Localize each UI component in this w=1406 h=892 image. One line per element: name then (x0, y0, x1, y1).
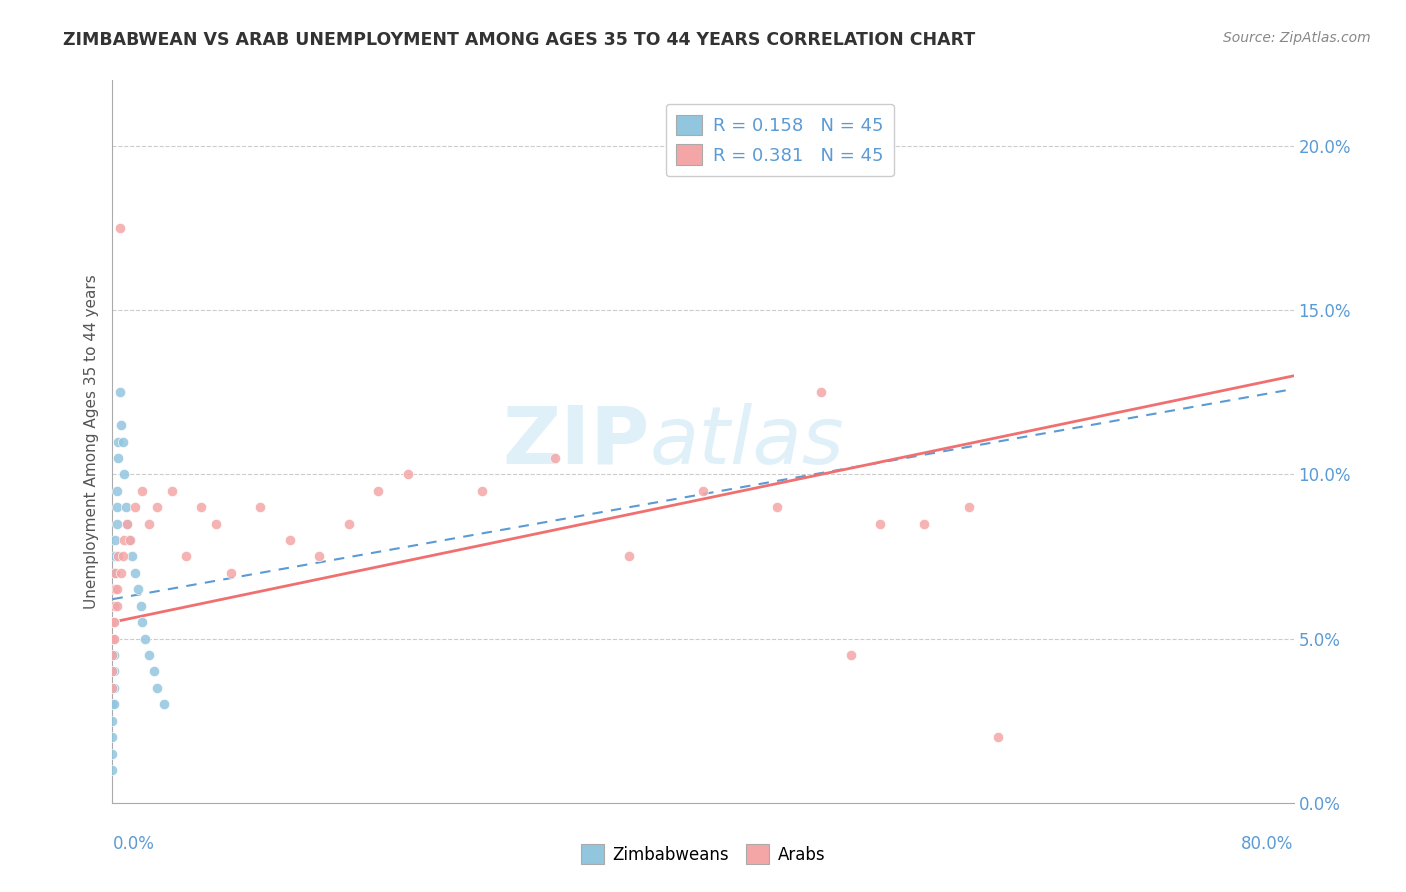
Point (104, 566, 127, 580)
Point (101, 648, 124, 662)
Point (103, 632, 125, 646)
Point (104, 533, 127, 547)
Point (111, 434, 134, 449)
Point (396, 467, 419, 482)
Point (367, 483, 389, 498)
Point (103, 681, 125, 695)
Point (103, 599, 125, 613)
Point (101, 698, 124, 712)
Point (121, 549, 143, 564)
Text: Source: ZipAtlas.com: Source: ZipAtlas.com (1223, 31, 1371, 45)
Point (110, 566, 132, 580)
Point (105, 599, 128, 613)
Point (101, 665, 124, 679)
Point (101, 763, 124, 777)
Point (153, 698, 176, 712)
Point (869, 516, 891, 531)
Point (104, 599, 127, 613)
Point (104, 582, 127, 597)
Point (146, 681, 169, 695)
Point (101, 681, 124, 695)
Point (101, 632, 124, 646)
Point (138, 516, 160, 531)
Point (278, 533, 301, 547)
Point (914, 516, 936, 531)
Point (108, 385, 131, 400)
Point (308, 549, 330, 564)
Legend: R = 0.158   N = 45, R = 0.381   N = 45: R = 0.158 N = 45, R = 0.381 N = 45 (665, 103, 894, 176)
Point (134, 632, 156, 646)
Point (105, 516, 128, 531)
Point (470, 483, 494, 498)
Point (101, 615, 124, 630)
Point (249, 500, 271, 515)
Point (124, 566, 146, 580)
Point (544, 450, 567, 465)
Point (174, 549, 197, 564)
Point (219, 566, 242, 580)
Point (117, 516, 138, 531)
Point (112, 467, 135, 482)
Point (107, 450, 129, 465)
Point (117, 516, 138, 531)
Point (105, 483, 128, 498)
Point (957, 500, 980, 515)
Point (104, 549, 127, 564)
Point (103, 599, 125, 613)
Point (127, 582, 149, 597)
Point (101, 648, 124, 662)
Point (110, 418, 132, 433)
Point (839, 648, 862, 662)
Point (987, 730, 1010, 744)
Point (101, 714, 124, 728)
Point (129, 599, 152, 613)
Text: atlas: atlas (650, 402, 845, 481)
Text: 80.0%: 80.0% (1241, 835, 1294, 854)
Point (118, 533, 141, 547)
Point (138, 648, 160, 662)
Point (103, 698, 125, 712)
Point (766, 500, 789, 515)
Point (108, 221, 131, 235)
Point (619, 549, 641, 564)
Point (190, 500, 212, 515)
Point (111, 549, 134, 564)
Point (103, 615, 125, 630)
Point (160, 483, 183, 498)
Point (101, 615, 124, 630)
Y-axis label: Unemployment Among Ages 35 to 44 years: Unemployment Among Ages 35 to 44 years (83, 274, 98, 609)
Point (101, 747, 124, 761)
Point (107, 549, 129, 564)
Text: 0.0%: 0.0% (112, 835, 155, 854)
Point (114, 500, 136, 515)
Point (107, 434, 129, 449)
Point (103, 665, 125, 679)
Point (120, 533, 142, 547)
Point (101, 730, 124, 744)
Point (337, 516, 360, 531)
Point (104, 566, 127, 580)
Point (103, 615, 125, 630)
Point (105, 582, 128, 597)
Point (101, 681, 124, 695)
Text: ZIMBABWEAN VS ARAB UNEMPLOYMENT AMONG AGES 35 TO 44 YEARS CORRELATION CHART: ZIMBABWEAN VS ARAB UNEMPLOYMENT AMONG AG… (63, 31, 976, 49)
Point (205, 516, 228, 531)
Point (131, 615, 153, 630)
Point (692, 483, 714, 498)
Point (101, 632, 124, 646)
Text: ZIP: ZIP (502, 402, 650, 481)
Point (103, 648, 125, 662)
Point (810, 385, 832, 400)
Point (112, 533, 135, 547)
Point (103, 632, 125, 646)
Point (146, 500, 169, 515)
Point (105, 500, 128, 515)
Point (103, 582, 125, 597)
Point (142, 665, 165, 679)
Point (124, 500, 146, 515)
Point (104, 582, 127, 597)
Point (101, 665, 124, 679)
Legend: Zimbabweans, Arabs: Zimbabweans, Arabs (574, 838, 832, 871)
Point (131, 483, 153, 498)
